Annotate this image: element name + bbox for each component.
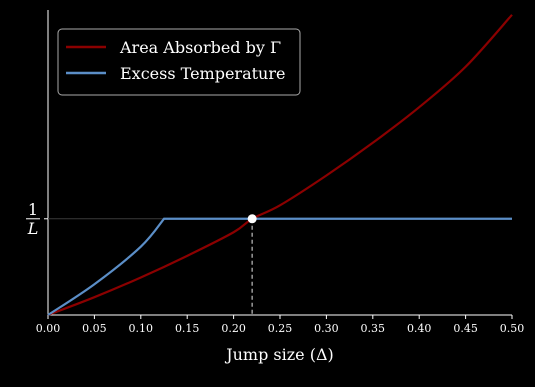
legend-label: Excess Temperature	[120, 64, 285, 83]
x-tick-label: 0.05	[82, 322, 107, 335]
x-tick-label: 0.35	[361, 322, 386, 335]
x-tick-label: 0.40	[407, 322, 432, 335]
x-tick-label: 0.10	[129, 322, 154, 335]
x-tick-label: 0.15	[175, 322, 200, 335]
x-tick-label: 0.30	[314, 322, 339, 335]
x-tick-label: 0.25	[268, 322, 293, 335]
intersection-point	[247, 214, 257, 224]
x-axis-label: Jump size (Δ)	[224, 345, 334, 364]
x-tick-label: 0.20	[221, 322, 246, 335]
series-line-area-absorbed	[47, 14, 513, 317]
plot-area: 0.00 0.05 0.10 0.15 0.20 0.25 0.30 0.35 0.40 0.45…	[26, 10, 524, 335]
legend-label: Area Absorbed by Γ	[119, 38, 281, 57]
x-tick-label: 0.50	[500, 322, 525, 335]
series-line-excess-temperature	[47, 217, 512, 316]
legend-frame	[57, 28, 301, 96]
x-tick-label: 0.45	[453, 322, 478, 335]
x-tick-label: 0.00	[36, 322, 61, 335]
y-tick-label-fraction: 1L	[26, 200, 40, 238]
y-tick-label-denominator: L	[27, 219, 39, 238]
legend: Area Absorbed by Γ Excess Temperature	[57, 28, 301, 96]
y-tick-label-numerator: 1	[28, 200, 38, 219]
